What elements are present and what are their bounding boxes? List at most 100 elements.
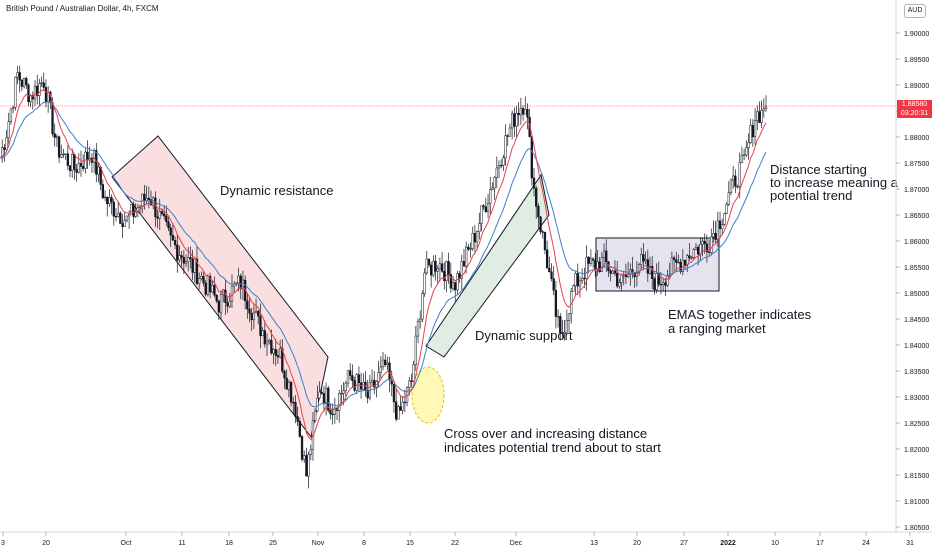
currency-badge[interactable]: AUD [904,4,926,18]
candle [208,272,212,299]
candle [333,397,337,424]
candle [77,153,80,174]
candle [355,372,358,395]
candle [705,234,709,263]
candle [112,198,115,226]
candle [178,245,181,263]
candle [294,395,297,424]
candle [596,250,599,276]
y-tick-label: 1.85000 [904,291,929,298]
candle [18,65,21,93]
candle [445,260,448,293]
candle [460,254,463,291]
candle [751,119,755,147]
time-axis[interactable]: 3 20 Oct 11 18 25 Nov 8 15 22 Dec 13 20 27 2022 10 17 24 3… [1,532,914,547]
candle [429,261,433,288]
x-tick-label: 20 [633,540,641,547]
candle [55,134,59,147]
candle [440,251,444,273]
candle [524,96,527,115]
candle [154,191,157,227]
candle [648,256,652,275]
ema-slow-line [0,100,767,408]
candle [480,205,483,232]
candle [587,255,590,274]
y-tick-label: 1.86500 [904,213,929,220]
candle [740,146,744,164]
y-tick-label: 1.87000 [904,187,929,194]
candle [257,310,260,325]
candle [167,216,170,232]
candle [252,303,256,329]
candle [75,163,78,182]
candle [484,197,488,214]
candle [559,313,562,341]
candle [82,154,85,172]
candle [721,218,724,236]
support-channel [425,173,550,358]
candle [683,259,687,270]
candle [471,226,474,252]
candle [309,444,312,460]
candle [419,310,422,329]
candle [42,72,45,91]
candle [688,243,691,262]
candle [552,266,555,296]
candle [532,167,536,197]
candle [502,154,505,171]
candle [134,203,137,219]
candle [171,222,175,241]
annotation-ranging-line1: EMAS together indicates [668,307,812,322]
annotation-dynamic-resistance: Dynamic resistance [220,183,333,198]
candle [285,369,288,390]
candle [467,243,470,252]
candle [436,265,439,285]
annotation-ranging-line2: a ranging market [668,321,766,336]
candle [427,258,431,268]
current-price-value: 1.88580 [901,101,928,108]
candle [141,193,144,214]
candle [366,379,369,404]
candle [351,364,354,389]
candle [661,277,665,292]
candle [591,257,595,268]
candle [747,133,750,160]
price-axis[interactable]: 1.900001.895001.890001.885001.880001.875… [896,31,929,532]
candle [710,228,713,256]
annotation-crossover-line2: indicates potential trend about to start [444,440,661,455]
candle [642,243,645,271]
y-tick-label: 1.80500 [904,525,929,532]
candle [692,248,695,260]
symbol-title: British Pound / Australian Dollar, 4h, F… [6,4,159,13]
candle [27,83,30,107]
candle [357,366,361,393]
candle [386,356,389,371]
candle [226,297,229,313]
candle [272,347,275,365]
candle [574,271,577,296]
candle [169,223,172,248]
candle [392,383,396,413]
candle [3,143,6,162]
candle [119,211,122,224]
candle [589,249,593,267]
candle [228,292,231,309]
annotation-trend-line3: potential trend [770,188,852,203]
candle [121,213,124,238]
candle [572,284,575,292]
candle [193,258,196,283]
candle [541,229,544,239]
x-tick-label: 13 [590,540,598,547]
candle [578,276,582,298]
y-tick-label: 1.84500 [904,317,929,324]
candle [7,112,10,147]
candle [296,406,299,426]
candle [565,309,568,333]
candle [412,360,415,382]
x-tick-label: 25 [269,540,277,547]
candle [211,280,214,294]
x-tick-label: 11 [178,540,185,547]
candle [760,100,763,129]
candle [381,351,385,371]
